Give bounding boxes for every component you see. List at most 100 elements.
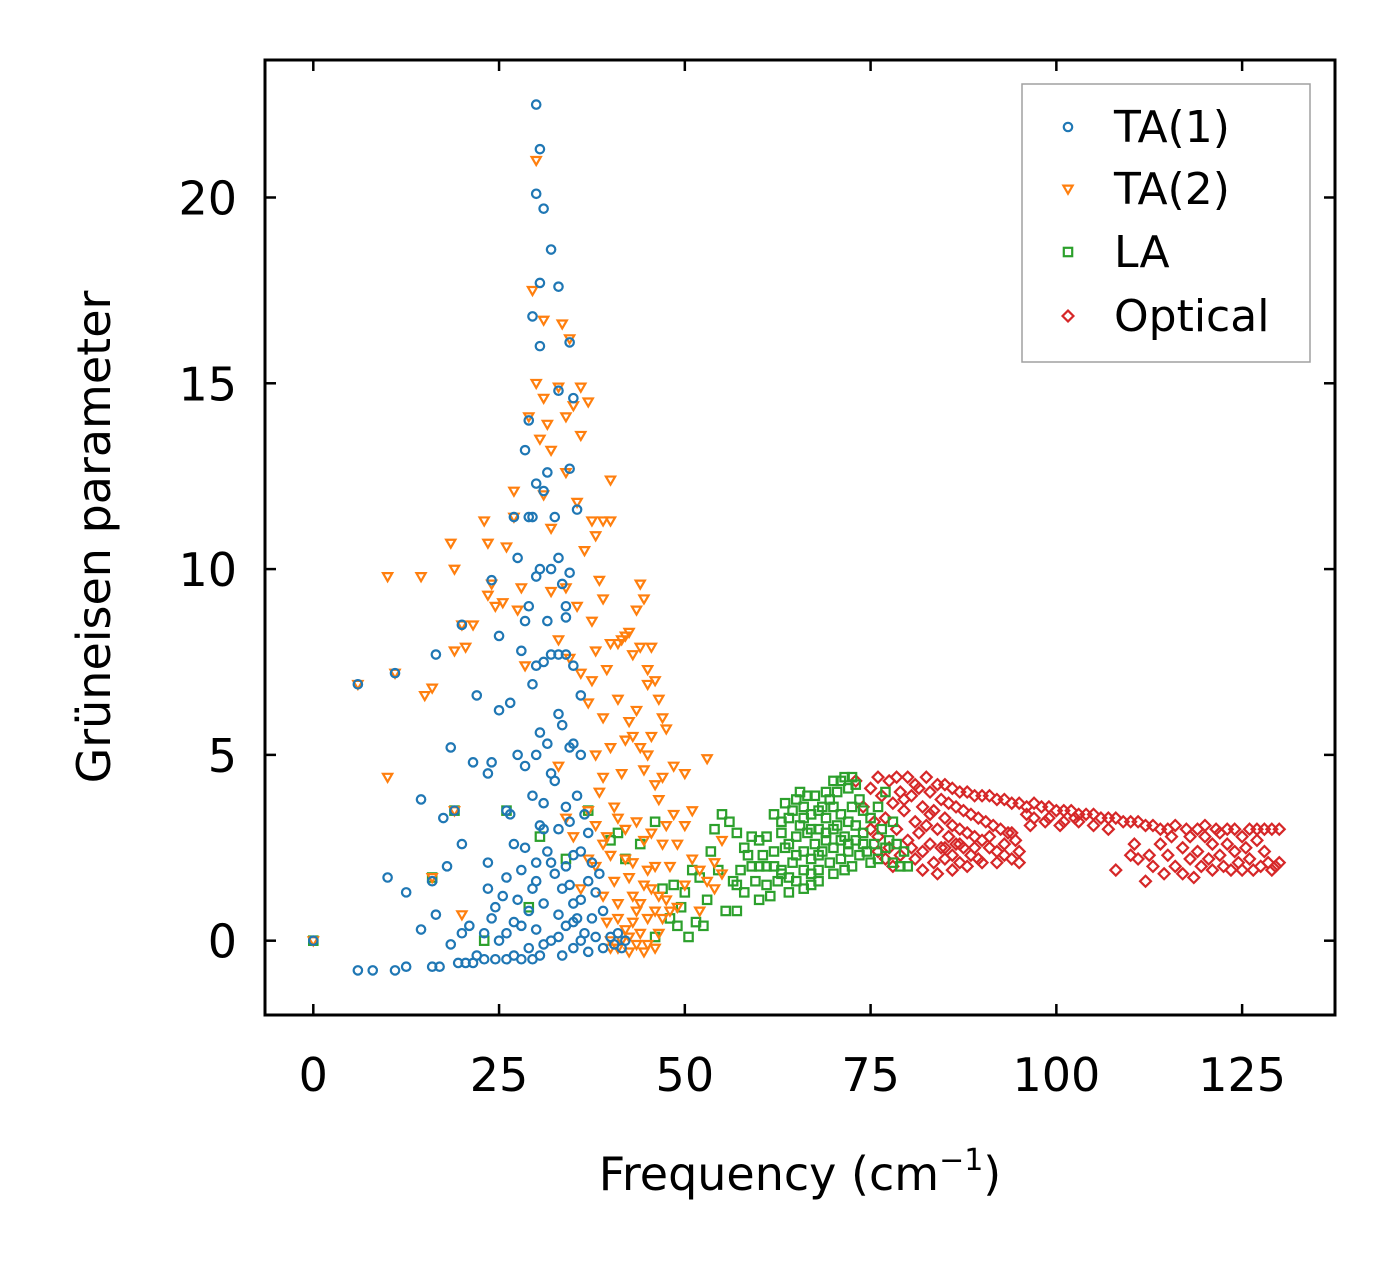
- point-optical: [904, 840, 919, 855]
- point-ta-1: [586, 913, 598, 924]
- point-ta-2: [708, 884, 722, 896]
- point-ta-1: [560, 600, 572, 612]
- point-la: [649, 816, 661, 828]
- point-optical: [856, 799, 871, 814]
- point-ta-2: [511, 605, 525, 617]
- point-ta-1: [538, 898, 549, 909]
- point-optical: [1212, 848, 1227, 863]
- point-ta-2: [585, 616, 599, 628]
- point-optical: [993, 822, 1008, 837]
- point-ta-2: [656, 913, 670, 926]
- point-optical: [956, 840, 971, 855]
- point-optical: [1019, 807, 1034, 822]
- point-ta-1: [542, 738, 553, 750]
- point-optical: [1183, 851, 1198, 866]
- legend-entry-la: LA: [1062, 227, 1170, 278]
- point-ta-1: [519, 842, 531, 854]
- point-ta-1: [612, 927, 624, 939]
- point-ta-1: [523, 511, 535, 523]
- point-optical: [982, 840, 997, 855]
- point-optical: [937, 840, 952, 855]
- point-ta-1: [568, 738, 579, 750]
- point-la: [820, 812, 832, 824]
- point-ta-1: [527, 311, 538, 322]
- point-ta-2: [629, 939, 644, 952]
- point-la: [731, 827, 743, 839]
- point-optical: [1235, 863, 1250, 878]
- point-ta-2: [603, 638, 618, 651]
- point-optical: [889, 770, 904, 785]
- legend-label-ta-1: TA(1): [1113, 102, 1230, 153]
- point-ta-2: [570, 497, 584, 510]
- point-la: [842, 838, 854, 850]
- point-optical: [915, 844, 930, 859]
- point-la: [854, 794, 865, 805]
- point-ta-1: [456, 838, 468, 850]
- point-ta-2: [633, 579, 647, 591]
- point-optical: [871, 770, 886, 785]
- point-optical: [945, 781, 960, 796]
- point-optical: [1183, 829, 1198, 844]
- point-ta-1: [568, 392, 579, 404]
- point-ta-1: [556, 719, 568, 731]
- point-optical: [863, 781, 878, 796]
- point-ta-1: [620, 935, 631, 946]
- point-ta-1: [534, 950, 546, 961]
- point-ta-1: [389, 965, 401, 976]
- point-optical: [1168, 818, 1183, 833]
- point-ta-1: [508, 511, 520, 523]
- point-optical: [1012, 855, 1027, 870]
- point-ta-2: [622, 873, 636, 885]
- point-optical: [956, 803, 971, 818]
- point-ta-2: [603, 516, 618, 528]
- point-la: [746, 831, 758, 842]
- point-ta-1: [512, 552, 523, 564]
- point-optical: [1227, 844, 1242, 859]
- x-axis-label: Frequency (cm−1): [599, 1143, 1002, 1201]
- point-ta-1: [560, 649, 572, 660]
- legend-entry-ta-1: TA(1): [1062, 102, 1230, 153]
- point-la: [750, 875, 761, 887]
- point-optical: [941, 829, 956, 844]
- point-optical: [945, 818, 960, 833]
- x-axis-label-superscript: −1: [939, 1143, 983, 1178]
- point-ta-2: [381, 572, 395, 584]
- point-ta-1: [516, 953, 527, 965]
- point-optical: [975, 855, 990, 870]
- point-ta-1: [486, 757, 497, 768]
- point-ta-2: [637, 765, 651, 777]
- point-ta-1: [530, 857, 542, 868]
- point-ta-1: [523, 905, 535, 917]
- point-ta-2: [667, 761, 681, 773]
- point-optical: [949, 799, 964, 814]
- point-ta-1: [553, 823, 564, 835]
- y-tick-label: 0: [208, 915, 237, 969]
- point-ta-1: [549, 775, 561, 787]
- point-ta-2: [656, 839, 670, 851]
- x-tick-label: 125: [1198, 1048, 1286, 1102]
- point-ta-2: [596, 839, 610, 851]
- x-tick-label: 100: [1012, 1048, 1100, 1102]
- point-optical: [934, 840, 949, 855]
- point-ta-2: [629, 705, 644, 718]
- point-ta-1: [508, 838, 520, 850]
- point-ta-1: [449, 805, 460, 816]
- point-optical: [1108, 811, 1123, 826]
- point-la: [683, 931, 694, 943]
- point-la: [761, 879, 772, 891]
- point-ta-2: [644, 731, 658, 744]
- point-optical: [885, 796, 900, 811]
- point-ta-1: [504, 697, 516, 709]
- point-ta-1: [441, 861, 453, 872]
- point-la: [720, 905, 731, 917]
- point-optical: [1175, 866, 1190, 881]
- point-ta-1: [542, 615, 553, 627]
- point-ta-2: [499, 542, 514, 554]
- point-ta-1: [478, 927, 490, 939]
- legend-marker-la: [1062, 246, 1074, 258]
- point-ta-2: [574, 430, 588, 443]
- point-ta-2: [488, 601, 502, 614]
- point-optical: [941, 796, 956, 811]
- point-ta-1: [542, 846, 553, 857]
- point-la: [735, 864, 746, 876]
